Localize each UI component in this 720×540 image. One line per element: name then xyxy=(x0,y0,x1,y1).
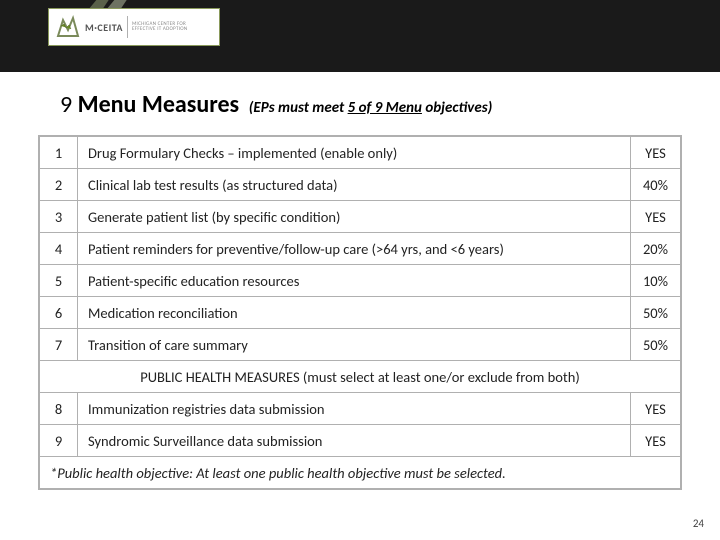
title-prefix: 9 xyxy=(60,90,78,119)
row-description: Syndromic Surveillance data submission xyxy=(78,425,631,457)
footnote-row: *Public health objective: At least one p… xyxy=(40,457,681,489)
row-description: Transition of care summary xyxy=(78,329,631,361)
table-row: 7 Transition of care summary 50% xyxy=(40,329,681,361)
row-number: 7 xyxy=(40,329,78,361)
table-row: 3 Generate patient list (by specific con… xyxy=(40,201,681,233)
row-value: 10% xyxy=(631,265,681,297)
row-value: 50% xyxy=(631,297,681,329)
row-number: 9 xyxy=(40,425,78,457)
row-description: Clinical lab test results (as structured… xyxy=(78,169,631,201)
table-row: 1 Drug Formulary Checks – implemented (e… xyxy=(40,137,681,169)
row-description: Generate patient list (by specific condi… xyxy=(78,201,631,233)
measures-table-wrap: 1 Drug Formulary Checks – implemented (e… xyxy=(38,135,682,490)
measures-table: 1 Drug Formulary Checks – implemented (e… xyxy=(39,136,681,489)
row-number: 6 xyxy=(40,297,78,329)
row-value: YES xyxy=(631,201,681,233)
row-value: 40% xyxy=(631,169,681,201)
row-description: Patient-specific education resources xyxy=(78,265,631,297)
row-description: Drug Formulary Checks – implemented (ena… xyxy=(78,137,631,169)
row-number: 3 xyxy=(40,201,78,233)
section-header: PUBLIC HEALTH MEASURES (must select at l… xyxy=(40,361,681,393)
header-band: M·CEITA MICHIGAN CENTER FOR EFFECTIVE IT… xyxy=(0,0,720,72)
table-row: 6 Medication reconciliation 50% xyxy=(40,297,681,329)
slide-title: 9 Menu Measures (EPs must meet 5 of 9 Me… xyxy=(0,72,720,119)
logo-mark-icon xyxy=(55,14,81,40)
row-description: Patient reminders for preventive/follow-… xyxy=(78,233,631,265)
logo-subtitle: MICHIGAN CENTER FOR EFFECTIVE IT ADOPTIO… xyxy=(132,22,187,33)
table-row: 5 Patient-specific education resources 1… xyxy=(40,265,681,297)
table-row: 9 Syndromic Surveillance data submission… xyxy=(40,425,681,457)
logo-divider xyxy=(127,16,128,38)
row-description: Immunization registries data submission xyxy=(78,393,631,425)
row-description: Medication reconciliation xyxy=(78,297,631,329)
row-number: 2 xyxy=(40,169,78,201)
footnote-text: *Public health objective: At least one p… xyxy=(40,457,681,489)
row-value: YES xyxy=(631,393,681,425)
row-value: YES xyxy=(631,425,681,457)
row-number: 8 xyxy=(40,393,78,425)
row-value: YES xyxy=(631,137,681,169)
title-bold: Menu Measures xyxy=(78,90,240,119)
row-value: 50% xyxy=(631,329,681,361)
row-number: 5 xyxy=(40,265,78,297)
section-row: PUBLIC HEALTH MEASURES (must select at l… xyxy=(40,361,681,393)
title-subtitle: (EPs must meet 5 of 9 Menu objectives) xyxy=(249,99,493,117)
table-row: 8 Immunization registries data submissio… xyxy=(40,393,681,425)
row-number: 1 xyxy=(40,137,78,169)
table-row: 4 Patient reminders for preventive/follo… xyxy=(40,233,681,265)
logo-brand-text: M·CEITA xyxy=(85,21,123,34)
page-number: 24 xyxy=(693,517,704,530)
row-value: 20% xyxy=(631,233,681,265)
logo-box: M·CEITA MICHIGAN CENTER FOR EFFECTIVE IT… xyxy=(48,8,220,46)
row-number: 4 xyxy=(40,233,78,265)
table-row: 2 Clinical lab test results (as structur… xyxy=(40,169,681,201)
